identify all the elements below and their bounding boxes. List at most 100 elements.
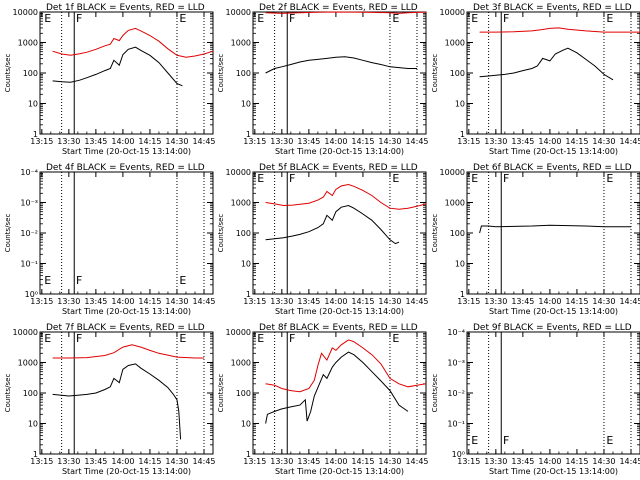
plot-frame — [252, 11, 427, 135]
x-axis-label: Start Time (20-Oct-15 13:14:00) — [62, 307, 191, 316]
y-tick-label: 10⁻³ — [447, 359, 465, 368]
y-tick-label: 1 — [246, 130, 251, 139]
x-tick-label: 13:15 — [243, 457, 266, 466]
time-marker-label: F — [289, 332, 295, 345]
x-tick-label: 14:15 — [565, 137, 588, 146]
x-tick-label: 14:15 — [565, 457, 588, 466]
x-tick-label: 13:45 — [297, 297, 320, 306]
y-axis-label: Counts/sec — [217, 214, 225, 253]
panel-det4: Det 4f BLACK = Events, RED = LLD 10⁰ 10⁻¹ 1… — [4, 163, 216, 316]
x-tick-label: 14:15 — [138, 457, 161, 466]
x-tick-label: 14:30 — [592, 457, 615, 466]
y-axis-label: Counts/sec — [431, 214, 439, 253]
y-tick-label: 10⁻⁴ — [447, 328, 465, 337]
x-tick-label: 14:00 — [538, 137, 561, 146]
y-tick-label: 1 — [33, 130, 38, 139]
x-tick-label: 14:45 — [405, 457, 428, 466]
y-tick-label: 1000 — [445, 39, 465, 48]
y-tick-label: 100 — [450, 69, 465, 78]
time-marker-label: E — [44, 12, 51, 25]
x-tick-label: 13:45 — [297, 137, 320, 146]
y-tick-label: 100 — [236, 229, 251, 238]
panel-det9: Det 9f BLACK = Events, RED = LLD 10⁰ 10⁻¹ 1… — [431, 323, 640, 476]
y-tick-label: 10000 — [440, 8, 465, 17]
x-axis-label: Start Time (20-Oct-15 13:14:00) — [275, 307, 404, 316]
panel-det6: Det 6f BLACK = Events, RED = LLD 1 10 100 10… — [431, 163, 640, 316]
x-tick-label: 14:45 — [192, 297, 215, 306]
y-tick-label: 10⁻¹ — [20, 260, 38, 269]
x-tick-label: 13:15 — [457, 457, 480, 466]
panel-det8: Det 8f BLACK = Events, RED = LLD 1 10 100 10… — [217, 323, 429, 476]
y-tick-label: 10 — [241, 420, 251, 429]
x-tick-label: 13:30 — [270, 137, 293, 146]
time-marker-label: E — [257, 332, 264, 345]
series-line-black — [265, 351, 409, 424]
x-tick-label: 14:45 — [619, 457, 640, 466]
time-marker-label: F — [76, 12, 82, 25]
x-tick-label: 13:45 — [84, 137, 107, 146]
series-line-red — [52, 344, 204, 359]
time-marker-label: E — [606, 434, 613, 447]
series-line-red — [265, 339, 427, 393]
y-tick-label: 100 — [450, 229, 465, 238]
y-tick-label: 100 — [236, 389, 251, 398]
time-marker-label: F — [289, 12, 295, 25]
panel-det1: Det 1f BLACK = Events, RED = LLD 1 10 100 10… — [4, 3, 216, 156]
y-tick-label: 10⁻³ — [20, 199, 38, 208]
time-marker-label: F — [503, 434, 509, 447]
x-tick-label: 14:45 — [192, 457, 215, 466]
series-line-black — [52, 46, 183, 87]
y-tick-label: 1000 — [445, 199, 465, 208]
x-tick-label: 14:00 — [324, 457, 347, 466]
x-tick-label: 14:00 — [324, 137, 347, 146]
time-marker-label: E — [471, 172, 478, 185]
y-tick-label: 1000 — [231, 39, 251, 48]
panel-det2: Det 2f BLACK = Events, RED = LLD 1 10 100 10… — [217, 3, 429, 156]
x-tick-label: 13:45 — [511, 457, 534, 466]
x-axis-label: Start Time (20-Oct-15 13:14:00) — [489, 147, 618, 156]
panel-det7: Det 7f BLACK = Events, RED = LLD 1 10 100 10… — [4, 323, 216, 476]
x-tick-label: 13:15 — [30, 297, 53, 306]
time-marker-label: F — [76, 332, 82, 345]
x-tick-label: 14:00 — [111, 297, 134, 306]
x-axis-label: Start Time (20-Oct-15 13:14:00) — [489, 467, 618, 476]
x-tick-label: 13:15 — [457, 297, 480, 306]
x-tick-label: 13:15 — [243, 297, 266, 306]
time-marker-label: E — [44, 332, 51, 345]
series-line-red — [265, 183, 427, 210]
x-tick-label: 13:15 — [457, 137, 480, 146]
x-tick-label: 14:30 — [165, 137, 188, 146]
x-tick-label: 13:30 — [270, 297, 293, 306]
y-tick-label: 10⁻² — [20, 229, 38, 238]
y-tick-label: 10⁰ — [452, 450, 465, 459]
x-tick-label: 14:15 — [138, 137, 161, 146]
x-tick-label: 14:45 — [619, 297, 640, 306]
panel-title: Det 8f BLACK = Events, RED = LLD — [259, 323, 418, 333]
y-tick-label: 10000 — [440, 168, 465, 177]
x-tick-label: 13:30 — [484, 137, 507, 146]
x-tick-label: 14:30 — [165, 457, 188, 466]
x-tick-label: 13:15 — [243, 137, 266, 146]
y-tick-label: 1000 — [231, 359, 251, 368]
time-marker-label: E — [44, 274, 51, 287]
x-tick-label: 13:30 — [57, 297, 80, 306]
y-tick-label: 1 — [246, 290, 251, 299]
x-tick-label: 14:00 — [111, 137, 134, 146]
series-line-red — [52, 27, 214, 58]
panel-title: Det 7f BLACK = Events, RED = LLD — [46, 323, 205, 333]
panel-title: Det 4f BLACK = Events, RED = LLD — [46, 163, 205, 173]
x-axis-label: Start Time (20-Oct-15 13:14:00) — [62, 467, 191, 476]
x-tick-label: 14:30 — [378, 137, 401, 146]
plot-frame — [39, 11, 214, 135]
y-tick-label: 100 — [23, 389, 38, 398]
panel-title: Det 6f BLACK = Events, RED = LLD — [473, 163, 632, 173]
x-tick-label: 13:30 — [57, 137, 80, 146]
plot-frame — [39, 331, 214, 455]
series-line-black — [479, 47, 614, 81]
time-marker-label: E — [179, 12, 186, 25]
time-marker-label: F — [503, 12, 509, 25]
y-tick-label: 10 — [28, 100, 38, 109]
x-tick-label: 13:30 — [270, 457, 293, 466]
series-line-black — [265, 204, 400, 245]
